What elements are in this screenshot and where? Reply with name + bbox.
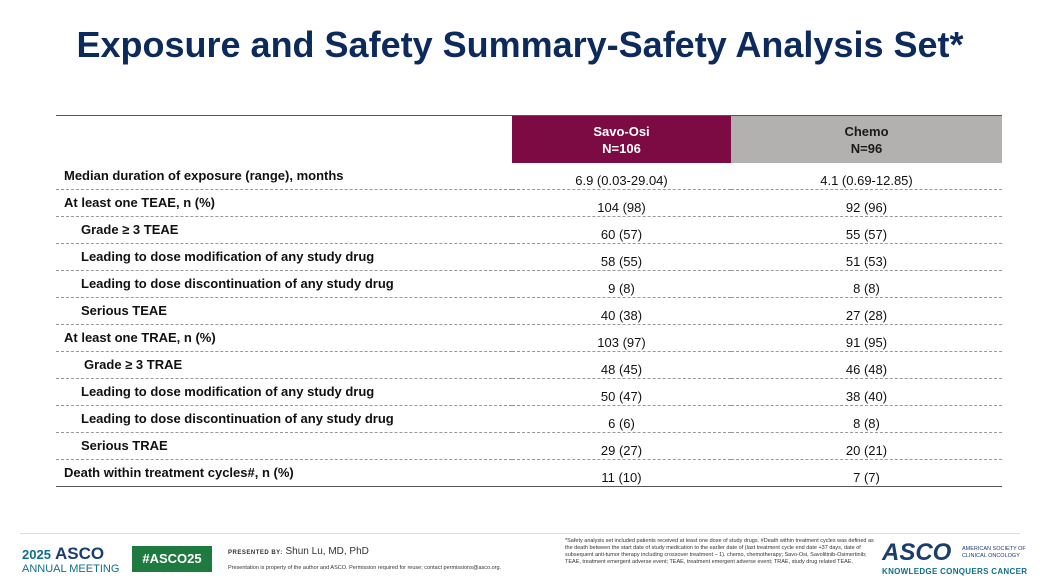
cell: 11 (10)	[512, 459, 731, 487]
org-brand: ASCO	[882, 539, 952, 566]
meeting-name: ANNUAL MEETING	[22, 563, 120, 575]
row: Leading to dose modification of any stud…	[56, 378, 1002, 406]
row-label: Serious TEAE	[56, 297, 512, 325]
cell: 7 (7)	[731, 459, 1002, 487]
meeting-brand: ASCO	[55, 544, 105, 563]
row: Serious TEAE 40 (38) 27 (28)	[56, 297, 1002, 325]
column-n: N=106	[602, 140, 641, 156]
column-name: Chemo	[844, 123, 889, 139]
header-blank	[56, 115, 512, 163]
presented-by-label: PRESENTED BY:	[228, 550, 283, 556]
row-label: Leading to dose discontinuation of any s…	[56, 405, 512, 433]
org-name: AMERICAN SOCIETY OF CLINICAL ONCOLOGY	[962, 546, 1026, 559]
row: At least one TEAE, n (%) 104 (98) 92 (96)	[56, 189, 1002, 217]
cell: 51 (53)	[731, 243, 1002, 271]
cell: 8 (8)	[731, 405, 1002, 433]
row-label: Leading to dose modification of any stud…	[56, 378, 512, 406]
cell: 50 (47)	[512, 378, 731, 406]
row-label: At least one TEAE, n (%)	[56, 189, 512, 217]
presenter-line: PRESENTED BY: Shun Lu, MD, PhD	[228, 546, 369, 557]
permission-note: Presentation is property of the author a…	[228, 565, 502, 571]
slide-title: Exposure and Safety Summary-Safety Analy…	[76, 24, 964, 65]
row: Leading to dose discontinuation of any s…	[56, 405, 1002, 433]
cell: 55 (57)	[731, 216, 1002, 244]
meeting-year: 2025	[22, 547, 51, 562]
column-n: N=96	[850, 140, 883, 156]
column-name: Savo-Osi	[593, 123, 650, 139]
footer-divider	[20, 533, 1020, 534]
row: Median duration of exposure (range), mon…	[56, 163, 1002, 190]
cell: 8 (8)	[731, 270, 1002, 298]
row-label: Grade ≥ 3 TRAE	[56, 351, 512, 379]
presenter: Shun Lu, MD, PhD	[285, 546, 369, 557]
summary-table: Savo-Osi N=106 Chemo N=96 Median duration …	[56, 115, 1002, 487]
hashtag: #ASCO25	[132, 546, 212, 572]
row-label: Serious TRAE	[56, 432, 512, 460]
cell: 58 (55)	[512, 243, 731, 271]
cell: 40 (38)	[512, 297, 731, 325]
row-label: Median duration of exposure (range), mon…	[56, 163, 512, 190]
cell: 60 (57)	[512, 216, 731, 244]
cell: 4.1 (0.69-12.85)	[731, 163, 1002, 190]
row: At least one TRAE, n (%) 103 (97) 91 (95)	[56, 324, 1002, 352]
row: Leading to dose modification of any stud…	[56, 243, 1002, 271]
footnote: *Safety analysis set included patients r…	[565, 538, 874, 565]
row-label: Leading to dose modification of any stud…	[56, 243, 512, 271]
row: Grade ≥ 3 TRAE 48 (45) 46 (48)	[56, 351, 1002, 379]
column-header: Savo-Osi N=106	[512, 115, 731, 163]
meeting-logo: 2025 ASCO	[22, 544, 104, 564]
column-header: Chemo N=96	[731, 115, 1002, 163]
row: Death within treatment cycles#, n (%) 11 …	[56, 459, 1002, 487]
row: Serious TRAE 29 (27) 20 (21)	[56, 432, 1002, 460]
cell: 20 (21)	[731, 432, 1002, 460]
cell: 104 (98)	[512, 189, 731, 217]
cell: 6.9 (0.03-29.04)	[512, 163, 731, 190]
cell: 91 (95)	[731, 324, 1002, 352]
cell: 48 (45)	[512, 351, 731, 379]
org-tagline: KNOWLEDGE CONQUERS CANCER	[882, 567, 1028, 576]
cell: 38 (40)	[731, 378, 1002, 406]
row: Leading to dose discontinuation of any s…	[56, 270, 1002, 298]
cell: 29 (27)	[512, 432, 731, 460]
header-row: Savo-Osi N=106 Chemo N=96	[56, 115, 1002, 163]
cell: 27 (28)	[731, 297, 1002, 325]
cell: 46 (48)	[731, 351, 1002, 379]
row-label: Death within treatment cycles#, n (%)	[56, 459, 512, 487]
row-label: Grade ≥ 3 TEAE	[56, 216, 512, 244]
cell: 6 (6)	[512, 405, 731, 433]
row: Grade ≥ 3 TEAE 60 (57) 55 (57)	[56, 216, 1002, 244]
cell: 92 (96)	[731, 189, 1002, 217]
row-label: At least one TRAE, n (%)	[56, 324, 512, 352]
cell: 103 (97)	[512, 324, 731, 352]
cell: 9 (8)	[512, 270, 731, 298]
row-label: Leading to dose discontinuation of any s…	[56, 270, 512, 298]
